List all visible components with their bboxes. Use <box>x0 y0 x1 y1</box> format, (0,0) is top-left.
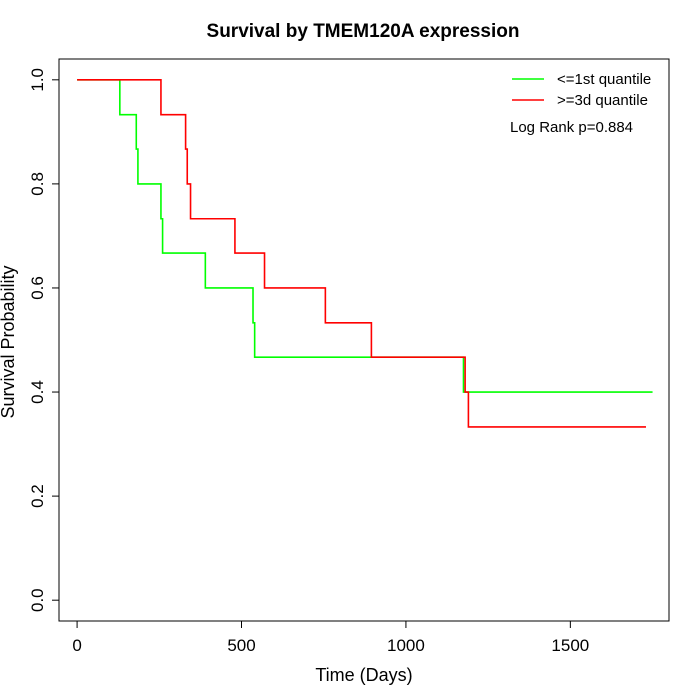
y-tick-label: 0.4 <box>28 380 47 404</box>
y-tick-label: 0.2 <box>28 484 47 508</box>
log-rank-annotation: Log Rank p=0.884 <box>510 119 633 136</box>
y-tick-label: 0.0 <box>28 588 47 612</box>
x-tick-label: 1000 <box>387 636 425 655</box>
legend-label-series-1: <=1st quantile <box>557 71 651 88</box>
legend: <=1st quantile >=3d quantile Log Rank p=… <box>510 71 651 136</box>
survival-curve-2 <box>77 79 646 428</box>
x-tick-label: 0 <box>72 636 81 655</box>
x-axis: 0 500 1000 1500 <box>72 620 589 655</box>
y-tick-label: 0.6 <box>28 276 47 300</box>
y-tick-label: 1.0 <box>28 68 47 92</box>
x-tick-label: 1500 <box>551 636 589 655</box>
y-tick-label: 0.8 <box>28 172 47 196</box>
y-axis: 0.0 0.2 0.4 0.6 0.8 1.0 <box>28 68 60 612</box>
survival-curve-1 <box>77 79 653 393</box>
x-tick-label: 500 <box>227 636 255 655</box>
legend-label-series-2: >=3d quantile <box>557 92 648 109</box>
x-axis-label: Time (Days) <box>315 665 412 685</box>
series-layer <box>77 79 653 428</box>
plot-frame <box>58 58 670 622</box>
chart-title: Survival by TMEM120A expression <box>207 21 520 42</box>
y-axis-label: Survival Probability <box>0 265 18 418</box>
